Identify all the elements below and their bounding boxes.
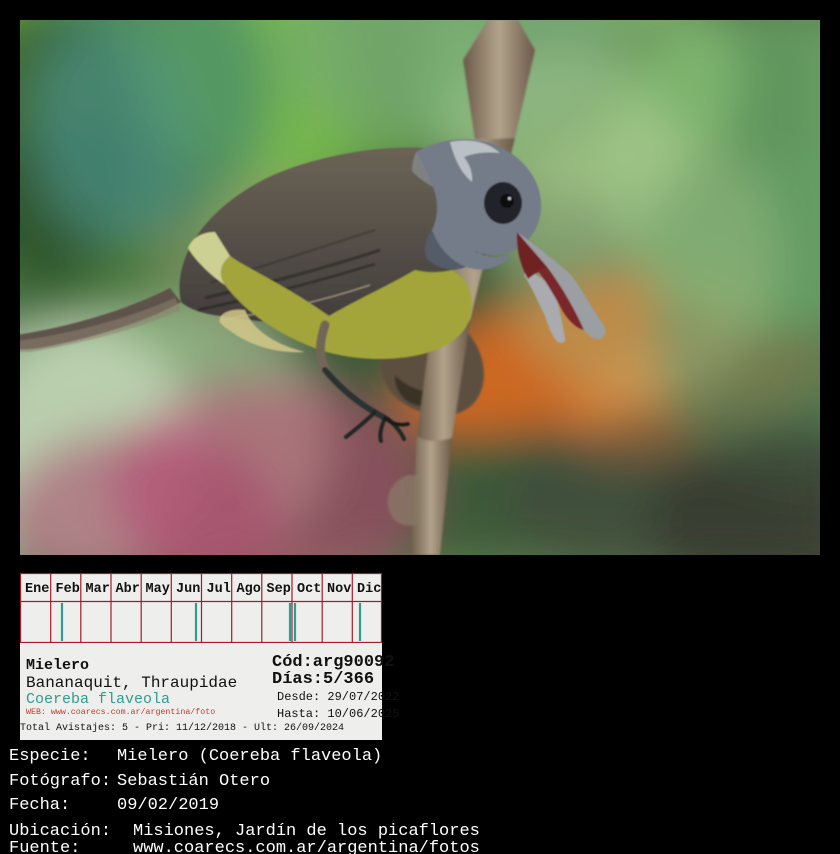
svg-text:Ene: Ene: [25, 582, 49, 597]
svg-text:Jul: Jul: [207, 582, 231, 597]
svg-text:May: May: [146, 582, 170, 597]
svg-text:Sep: Sep: [267, 582, 291, 597]
svg-text:Mar: Mar: [86, 582, 110, 597]
svg-text:Oct: Oct: [297, 582, 321, 597]
svg-text:Abr: Abr: [116, 582, 140, 597]
svg-text:Ago: Ago: [237, 582, 261, 597]
svg-text:Nov: Nov: [327, 582, 351, 597]
svg-text:Dic: Dic: [357, 582, 381, 597]
svg-text:Feb: Feb: [56, 582, 80, 597]
svg-text:Jun: Jun: [176, 582, 200, 597]
